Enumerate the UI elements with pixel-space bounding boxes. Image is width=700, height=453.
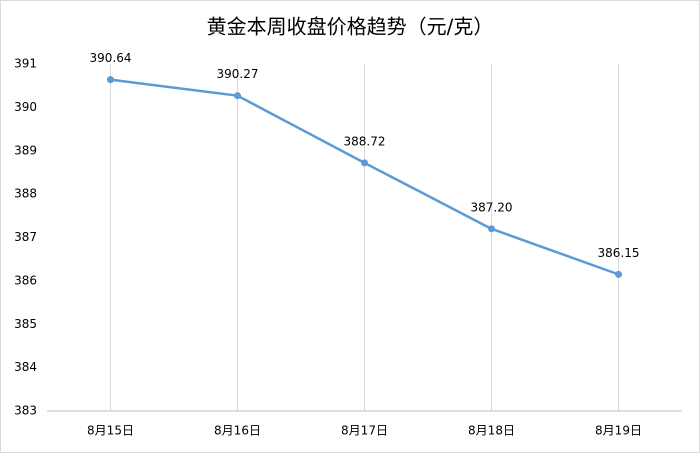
y-tick-label: 388 [14,187,37,201]
y-tick-label: 387 [14,230,37,244]
y-tick-label: 383 [14,404,37,418]
x-tick-label: 8月19日 [595,424,642,438]
value-label: 387.20 [471,200,513,214]
chart-title: 黄金本周收盘价格趋势（元/克） [207,15,494,39]
y-tick-label: 384 [14,360,37,374]
y-tick-label: 386 [14,273,37,287]
y-tick-label: 391 [14,57,37,71]
y-tick-label: 390 [14,100,37,114]
x-tick-label: 8月17日 [341,424,388,438]
y-tick-label: 389 [14,143,37,157]
point [615,270,622,278]
x-tick-label: 8月18日 [468,424,515,438]
point [107,76,114,84]
x-tick-label: 8月16日 [214,424,261,438]
value-label: 390.64 [90,51,132,65]
point [361,159,368,167]
value-label: 390.27 [217,67,259,81]
point [234,92,241,100]
x-tick-label: 8月15日 [87,424,134,438]
value-label: 386.15 [598,246,640,260]
value-label: 388.72 [344,134,386,148]
point [488,225,495,233]
y-tick-label: 385 [14,317,37,331]
